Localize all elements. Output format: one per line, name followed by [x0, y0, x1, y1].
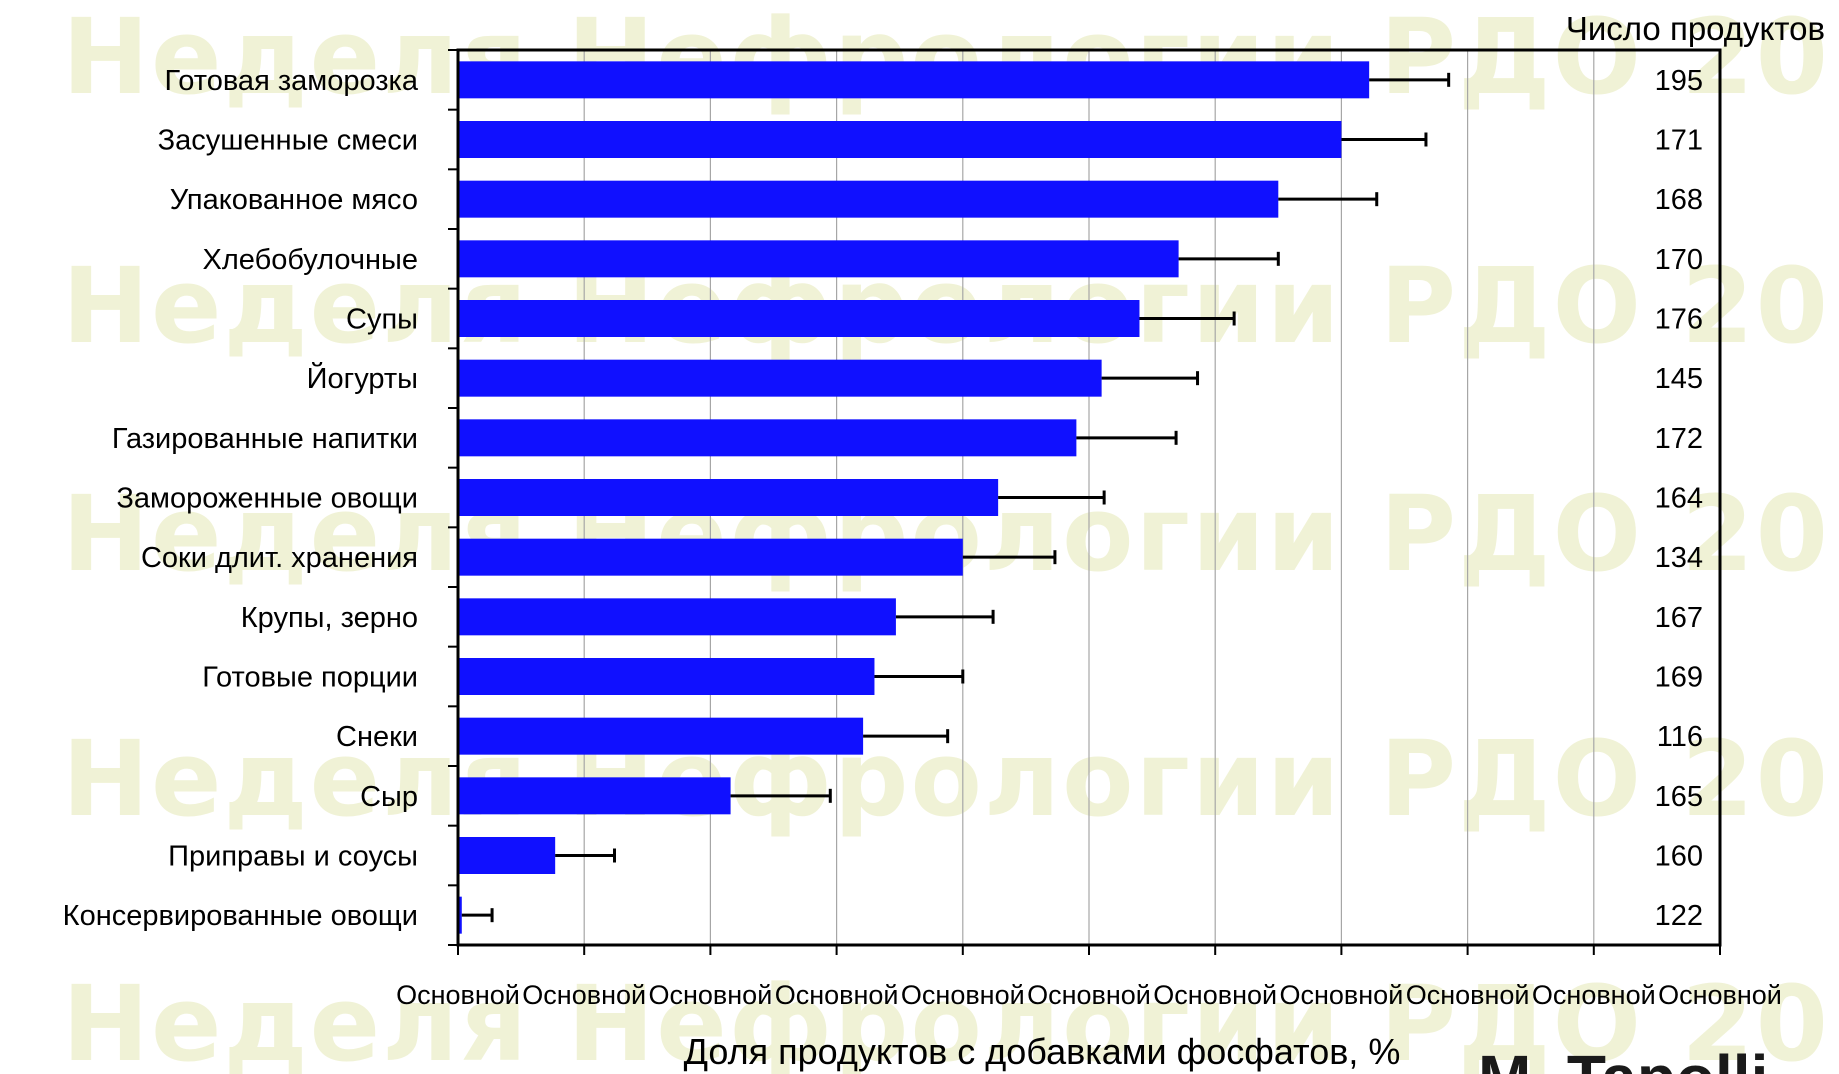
count-label: 164 [1655, 483, 1703, 515]
y-axis-ticks [448, 49, 458, 946]
author-credit: M. Tapolli... [1478, 1042, 1822, 1074]
category-label: Готовые порции [202, 662, 418, 694]
category-label: Крупы, зерно [241, 602, 418, 634]
category-label: Супы [346, 304, 418, 336]
count-label: 160 [1655, 841, 1703, 873]
error-bars [461, 72, 1451, 923]
bar [458, 896, 462, 934]
x-tick-label: Основной [775, 980, 899, 1010]
x-tick-label: Основной [1027, 980, 1151, 1010]
bar [458, 598, 896, 636]
count-label: 171 [1655, 125, 1703, 157]
bar [458, 837, 556, 874]
bar [458, 658, 875, 695]
x-tick-label: Основной [1280, 980, 1404, 1010]
bar [458, 777, 731, 815]
bar [458, 419, 1077, 457]
bar [458, 61, 1370, 99]
bar [458, 717, 864, 755]
bars [458, 61, 1370, 934]
category-label: Снеки [336, 721, 418, 753]
category-label: Йогурты [307, 361, 418, 395]
count-label: 116 [1657, 721, 1703, 753]
count-label: 168 [1655, 184, 1703, 216]
category-label: Засушенные смеси [158, 125, 418, 157]
count-label: 176 [1655, 304, 1703, 336]
category-label: Приправы и соусы [168, 841, 418, 873]
x-tick-label: Основной [1658, 980, 1782, 1010]
count-label: 195 [1655, 65, 1703, 97]
bar [458, 121, 1342, 158]
category-label: Соки длит. хранения [141, 542, 418, 574]
category-label: Сыр [360, 781, 418, 813]
x-tick-label: Основной [522, 980, 646, 1010]
category-label: Хлебобулочные [203, 244, 418, 276]
bar [458, 538, 963, 576]
count-label: 122 [1655, 900, 1703, 932]
category-label: Консервированные овощи [63, 900, 418, 932]
count-label: 169 [1655, 662, 1703, 694]
count-label: 165 [1655, 781, 1703, 813]
count-label: 172 [1655, 423, 1703, 455]
count-axis-title: Число продуктов [1566, 10, 1825, 47]
x-tick-label: Основной [901, 980, 1025, 1010]
bar [458, 180, 1279, 218]
bar [458, 479, 999, 516]
x-tick-label: Основной [396, 980, 520, 1010]
category-label: Упакованное мясо [170, 184, 418, 216]
x-tick-label: Основной [1532, 980, 1656, 1010]
category-label: Газированные напитки [112, 423, 418, 455]
x-tick-label: Основной [649, 980, 773, 1010]
x-axis-ticks [457, 945, 1721, 955]
x-tick-labels: Основной Основной Основной Основной Основной… [396, 980, 1782, 1010]
category-labels: Готовая заморозка Засушенные смеси Упакова… [63, 65, 419, 932]
x-axis-title: Доля продуктов с добавками фосфатов, % [684, 1031, 1401, 1072]
category-label: Замороженные овощи [116, 483, 418, 515]
bar [458, 240, 1179, 278]
count-label: 167 [1655, 602, 1703, 634]
bar [458, 359, 1102, 397]
bar [458, 300, 1140, 337]
count-label: 170 [1655, 244, 1703, 276]
count-labels: 195 171 168 170 176 145 172 164 134 167 169 116 165 1… [1655, 65, 1703, 932]
count-label: 134 [1655, 542, 1703, 574]
count-label: 145 [1655, 363, 1703, 395]
x-tick-label: Основной [1406, 980, 1530, 1010]
category-label: Готовая заморозка [165, 65, 419, 97]
x-tick-label: Основной [1153, 980, 1277, 1010]
